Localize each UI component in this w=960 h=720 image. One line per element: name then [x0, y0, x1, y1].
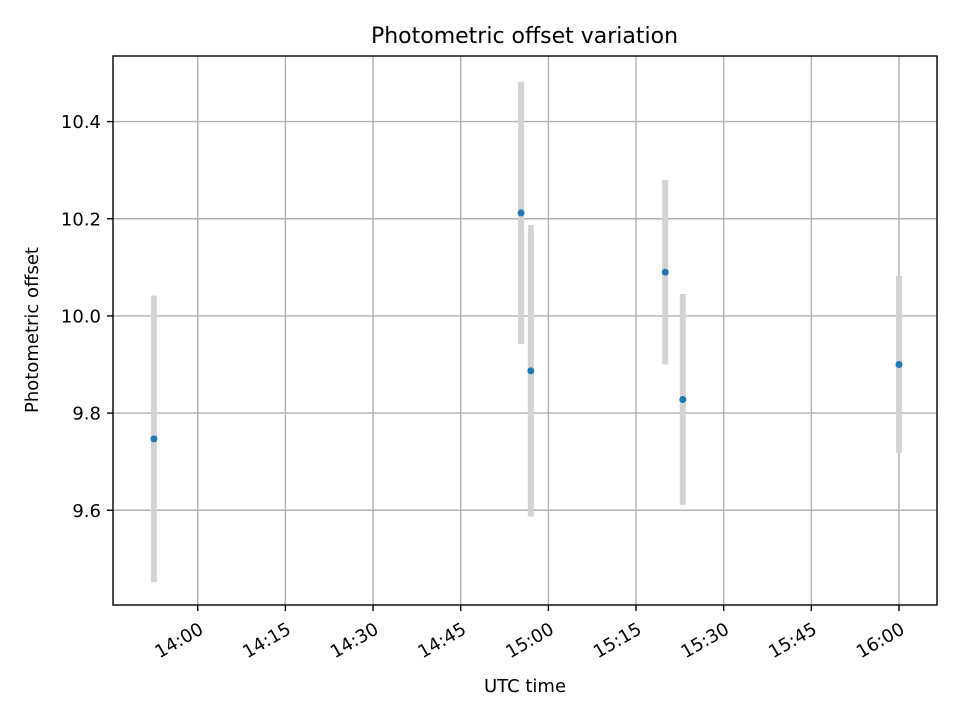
y-tick-label: 10.0 [61, 306, 101, 327]
data-point [679, 395, 687, 403]
y-tick-label: 9.6 [72, 501, 101, 522]
y-axis: 9.6 9.8 10.0 10.2 10.4 [61, 112, 113, 522]
y-axis-label: Photometric offset [22, 247, 43, 413]
data-point [661, 268, 669, 276]
y-tick-label: 10.4 [61, 112, 101, 133]
data-point [895, 361, 903, 369]
x-axis-label: UTC time [484, 676, 566, 697]
grid-layer [113, 56, 937, 605]
data-point [150, 435, 158, 443]
point-layer [150, 209, 903, 443]
chart-title: Photometric offset variation [371, 24, 678, 49]
plot-frame [112, 55, 938, 606]
data-point [517, 209, 525, 217]
data-point [527, 367, 535, 375]
y-tick-label: 10.2 [61, 209, 101, 230]
y-tick-label: 9.8 [72, 404, 101, 425]
